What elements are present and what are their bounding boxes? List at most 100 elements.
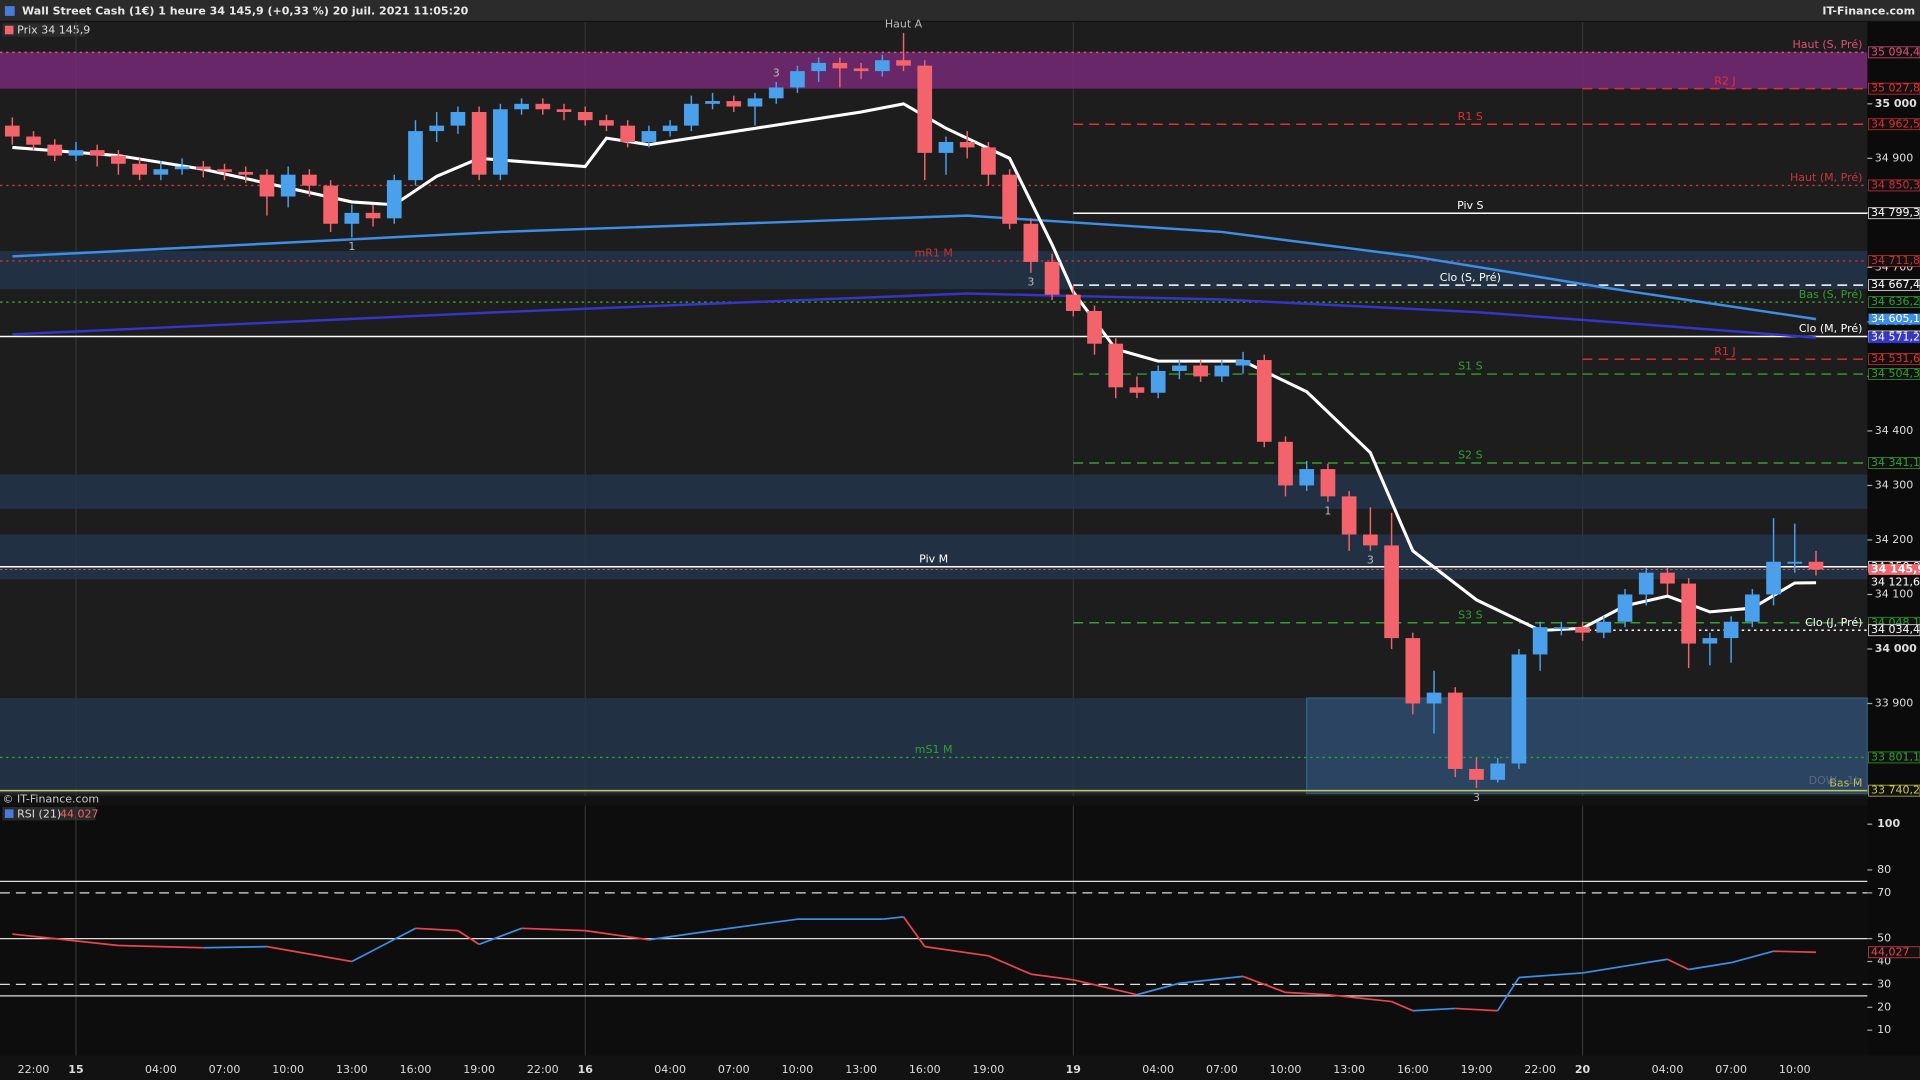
candle-body <box>323 185 338 224</box>
candle-body <box>1363 534 1378 546</box>
level-tag <box>1868 118 1920 131</box>
level-name: mS1 M <box>915 743 953 756</box>
x-tick-label: 10:00 <box>1779 1063 1811 1076</box>
candle-body <box>1214 365 1230 377</box>
candle-body <box>68 150 84 156</box>
rsi-segment <box>521 927 586 932</box>
candle-body <box>26 136 41 145</box>
y-tick-label: 34 900 <box>1875 151 1914 164</box>
level-tag <box>1868 751 1920 764</box>
x-tick-label: 16:00 <box>400 1063 432 1076</box>
x-tick-label: 07:00 <box>718 1063 750 1076</box>
x-tick-label: 07:00 <box>209 1063 241 1076</box>
rsi-caption-box <box>2 806 96 821</box>
candle-body <box>1511 654 1527 764</box>
rsi-segment <box>54 937 119 947</box>
candle-body <box>981 147 996 175</box>
x-tick-label: 04:00 <box>654 1063 686 1076</box>
candle-body <box>1744 594 1760 622</box>
title-icon <box>4 6 15 16</box>
x-tick-label: 19 <box>1066 1063 1081 1076</box>
rsi-segment <box>1518 972 1583 979</box>
rsi-segment <box>118 944 204 949</box>
level-name: R2 J <box>1714 74 1735 87</box>
candle-body <box>874 60 890 72</box>
copyright: © IT-Finance.com <box>2 793 99 806</box>
level-label: 35 094,4 <box>1871 45 1920 58</box>
level-name: S3 S <box>1458 608 1483 621</box>
rsi-segment <box>1730 950 1774 964</box>
rsi-segment <box>203 945 267 949</box>
rsi-segment <box>1412 1007 1456 1012</box>
annotation: 3 <box>773 66 780 79</box>
x-tick-label: 10:00 <box>782 1063 814 1076</box>
level-name: R1 S <box>1458 110 1483 123</box>
candle-body <box>514 103 529 110</box>
level-label: 34 034,4 <box>1871 623 1920 636</box>
rsi-value: 44,027 <box>60 807 99 820</box>
price-tag <box>1868 563 1920 575</box>
y-tick-label: 34 000 <box>1875 642 1917 655</box>
zone-box <box>1305 697 1869 795</box>
y-tick-label: 33 900 <box>1875 697 1914 710</box>
candle-body <box>1447 692 1463 769</box>
x-tick-label: 16 <box>578 1063 594 1076</box>
x-tick-label: 16:00 <box>1397 1063 1429 1076</box>
candle-body <box>1150 370 1166 393</box>
annotation: 3 <box>1367 554 1374 567</box>
rsi-segment <box>457 929 480 946</box>
x-tick-label: 22:00 <box>1524 1063 1556 1076</box>
ma-tag <box>1868 313 1920 325</box>
level-name: Haut (S, Pré) <box>1792 38 1862 51</box>
ma-label: 34 121,6 <box>1871 576 1920 589</box>
rsi-segment <box>1242 975 1286 994</box>
y-tick-label: 34 100 <box>1875 587 1914 600</box>
x-tick-label: 04:00 <box>145 1063 177 1076</box>
x-tick-label: 19:00 <box>1461 1063 1493 1076</box>
level-tag <box>1868 82 1920 95</box>
candle-body <box>683 103 699 126</box>
level-label: 34 850,3 <box>1871 178 1920 191</box>
rsi-segment <box>712 918 798 932</box>
candle-body <box>111 155 126 164</box>
level-name: Clo (S, Pré) <box>1440 271 1501 284</box>
y-tick-label: 34 200 <box>1875 533 1914 546</box>
candle-body <box>1087 310 1102 344</box>
x-tick-label: 13:00 <box>845 1063 877 1076</box>
annotation: 1 <box>1324 505 1331 518</box>
y-tick-label: 35 000 <box>1875 97 1917 110</box>
candle-body <box>1193 365 1208 377</box>
level-name: Clo (M, Pré) <box>1799 322 1863 335</box>
candle-body <box>132 163 147 175</box>
level-name: Piv S <box>1457 199 1483 212</box>
level-name: S2 S <box>1458 449 1483 462</box>
ma-line <box>12 292 1817 339</box>
level-label: 34 799,3 <box>1871 206 1920 219</box>
candle-body <box>1617 594 1633 622</box>
ma-tag <box>1868 577 1920 589</box>
candle-body <box>1596 621 1612 633</box>
candle-body <box>1256 360 1272 442</box>
candle-body <box>1384 545 1399 639</box>
candle-body <box>1787 561 1803 564</box>
rsi-segment <box>266 945 352 963</box>
price-caption-box <box>2 23 86 37</box>
candle-body <box>195 166 211 170</box>
level-label: 34 711,8 <box>1871 254 1920 267</box>
candle-body <box>1638 572 1654 595</box>
candle-body <box>386 180 402 219</box>
ma-line <box>12 102 1817 633</box>
x-tick-label: 04:00 <box>1142 1063 1174 1076</box>
ma-label: 34 571,2 <box>1871 331 1920 344</box>
level-tag <box>1868 255 1920 267</box>
x-tick-label: 10:00 <box>1270 1063 1302 1076</box>
annotation: 3 <box>1027 276 1034 289</box>
level-name: R1 J <box>1714 345 1735 358</box>
title: Wall Street Cash (1€) 1 heure 34 145,9 (… <box>22 5 469 18</box>
candle-body <box>1235 360 1251 366</box>
annotation: Haut A <box>885 17 923 30</box>
zone <box>0 251 1868 290</box>
rsi-segment <box>1773 950 1817 954</box>
level-label: 34 962,5 <box>1871 117 1920 130</box>
candle-body <box>1129 387 1145 393</box>
